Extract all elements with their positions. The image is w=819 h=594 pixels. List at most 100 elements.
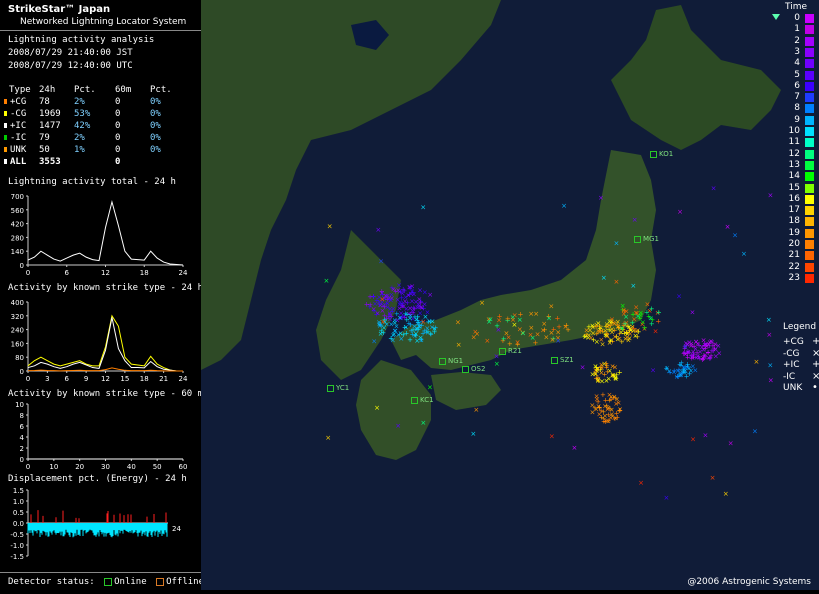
strike-mark: × [592,363,598,371]
strike-mark: × [593,370,599,378]
strike-mark: × [594,395,600,403]
time-label: 7 [794,92,800,103]
strike-mark: + [593,363,599,371]
strike-mark: × [611,319,617,327]
strike-mark: × [613,375,619,383]
strike-mark: × [608,414,614,422]
strike-mark: + [610,371,616,379]
time-label: 1 [794,24,800,35]
type-label: -IC [10,133,27,143]
strike-mark: + [621,320,627,328]
app-title: StrikeStar™ Japan [8,4,111,15]
strike-mark: × [638,309,644,317]
time-swatch [805,206,814,216]
count-24h: 50 [39,145,50,155]
strike-mark: + [616,324,622,332]
strike-mark: + [664,364,670,372]
strike-mark: × [414,315,420,323]
detector-R21[interactable]: R21 [499,347,522,355]
strike-mark: + [410,309,416,317]
strike-mark: + [694,349,700,357]
strike-mark: + [603,359,609,367]
legend-symbol-icon: + [812,359,819,370]
detector-OS2[interactable]: OS2 [462,365,485,373]
strike-mark: × [648,314,654,322]
strike-mark: × [420,419,426,427]
strike-mark: + [433,324,439,332]
strike-mark: + [678,359,684,367]
detector-icon [634,235,641,243]
strike-mark: × [677,208,683,216]
strike-mark: × [395,286,401,294]
strike-mark: × [496,316,502,324]
strike-mark: + [601,418,607,426]
y-tick-label: 700 [11,193,24,201]
detector-YC1[interactable]: YC1 [327,384,349,392]
strike-mark: × [378,257,384,265]
y-tick-label: 10 [15,401,24,409]
strike-mark: + [382,294,388,302]
strike-mark: × [641,325,647,333]
strike-mark: × [430,317,436,325]
x-tick-label: 24 [179,375,188,382]
strike-mark: × [605,323,611,331]
detector-MG1[interactable]: MG1 [634,235,659,243]
legend-title: Legend [783,322,817,332]
detector-SZ1[interactable]: SZ1 [551,356,574,364]
legend-label: -CG [783,348,800,359]
x-tick-label: 50 [153,463,162,470]
strike-mark: × [376,321,382,329]
strike-mark: + [604,362,610,370]
chart-title: Activity by known strike type - 60 min [8,389,214,399]
strike-mark: × [635,327,641,335]
column-header: Pct. [150,85,172,95]
strike-mark: × [653,327,659,335]
strike-mark: × [634,309,640,317]
detector-KO1[interactable]: KO1 [650,150,673,158]
strike-mark: × [609,328,615,336]
strike-mark: + [636,328,642,336]
strike-mark: × [555,337,561,345]
strike-mark: + [402,314,408,322]
strike-mark: × [399,289,405,297]
time-label: 17 [788,205,800,216]
strike-mark: × [725,223,731,231]
strike-mark: × [612,333,618,341]
time-label: 2 [794,35,800,46]
strike-mark: × [607,339,613,347]
strike-mark: × [693,338,699,346]
map-canvas[interactable]: ×++ ××+××++×++××+ ×+× ×+×+ ×××××××+++×××××+×… [201,0,819,590]
lightning-map[interactable]: × + + × × + × × + + × + + × × + × + × × + × + × × × × × × × + + + × × × × × + ×… [201,0,819,590]
time-legend-item: 19 [779,228,819,239]
strike-mark: × [472,328,478,336]
strike-mark: + [620,306,626,314]
strike-mark: × [417,286,423,294]
strike-mark: × [603,332,609,340]
series-line [27,199,184,266]
strike-mark: × [429,323,435,331]
strike-mark: × [585,334,591,342]
strike-mark: × [679,368,685,376]
strike-mark: + [688,352,694,360]
pct-24h: 53% [74,109,91,119]
strike-mark: + [708,352,714,360]
strike-mark: × [678,372,684,380]
time-swatch [805,240,814,249]
strike-mark: × [584,326,590,334]
strike-mark: × [398,330,404,338]
strike-mark: + [431,328,437,336]
strike-mark: × [601,274,607,282]
time-label: 9 [794,114,800,125]
strike-mark: + [703,344,709,352]
strike-mark: × [325,434,331,442]
strike-mark: + [604,329,610,337]
strike-mark: × [711,184,717,192]
detector-KC1[interactable]: KC1 [411,396,434,404]
strike-mark: + [637,315,643,323]
strike-mark: × [391,286,397,294]
status-label: Detector status: [8,577,95,587]
strike-mark: × [382,318,388,326]
strike-mark: × [403,305,409,313]
detector-NG1[interactable]: NG1 [439,357,463,365]
strike-mark: × [600,340,606,348]
